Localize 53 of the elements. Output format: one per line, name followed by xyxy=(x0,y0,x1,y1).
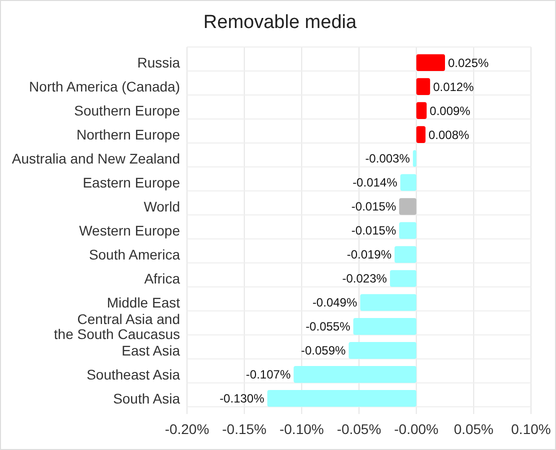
bar xyxy=(400,174,416,191)
y-tick-label: Eastern Europe xyxy=(82,174,180,190)
y-tick-label: Africa xyxy=(144,270,180,286)
bar xyxy=(412,150,416,167)
y-tick-label: East Asia xyxy=(122,342,180,358)
data-label: 0.009% xyxy=(430,104,471,118)
bar xyxy=(353,318,416,335)
x-tick-label: -0.20% xyxy=(164,421,210,437)
bar xyxy=(267,390,416,407)
data-label: 0.012% xyxy=(433,80,474,94)
y-tick-label: Southeast Asia xyxy=(86,366,180,382)
data-label: -0.055% xyxy=(306,320,351,334)
x-tick-label: 0.05% xyxy=(454,421,494,437)
y-tick-label: South America xyxy=(88,246,180,262)
bar xyxy=(294,366,416,383)
y-tick-label: Australia and New Zealand xyxy=(12,150,180,166)
data-label: -0.019% xyxy=(346,248,392,262)
bar xyxy=(394,246,416,263)
x-tick-label: -0.15% xyxy=(222,421,267,437)
y-tick-label: South Asia xyxy=(113,390,180,406)
chart-title: Removable media xyxy=(203,12,357,33)
x-tick-label: -0.05% xyxy=(336,421,382,437)
data-label: -0.130% xyxy=(220,392,265,406)
y-tick-label: Russia xyxy=(137,54,180,70)
data-label: 0.025% xyxy=(448,56,490,70)
x-tick-label: -0.00% xyxy=(394,421,439,437)
y-tick-label: Southern Europe xyxy=(74,102,180,118)
data-label: -0.015% xyxy=(351,224,396,238)
data-label: -0.015% xyxy=(351,200,396,214)
data-label: -0.023% xyxy=(342,272,388,286)
bar xyxy=(399,222,416,239)
data-label: -0.049% xyxy=(312,296,358,310)
y-tick-label: North America (Canada) xyxy=(29,78,180,94)
data-label: -0.014% xyxy=(352,176,398,190)
bar xyxy=(348,342,416,359)
data-label: 0.008% xyxy=(428,128,470,142)
bar xyxy=(416,54,445,71)
bar xyxy=(390,270,416,287)
y-tick-label: Middle East xyxy=(106,294,180,310)
bar xyxy=(399,198,416,215)
bar xyxy=(360,294,416,311)
data-label: -0.107% xyxy=(246,368,291,382)
bar xyxy=(416,102,427,119)
x-tick-label: 0.10% xyxy=(511,421,551,437)
y-tick-label: Northern Europe xyxy=(76,126,180,142)
bar xyxy=(416,126,426,143)
y-tick-label: Western Europe xyxy=(79,222,180,238)
y-tick-label: World xyxy=(144,198,180,214)
bar xyxy=(416,78,430,95)
data-label: -0.059% xyxy=(300,344,346,358)
y-tick-label: Central Asia and the South Caucasus xyxy=(54,310,180,342)
x-tick-label: -0.10% xyxy=(279,421,324,437)
data-label: -0.003% xyxy=(365,152,410,166)
